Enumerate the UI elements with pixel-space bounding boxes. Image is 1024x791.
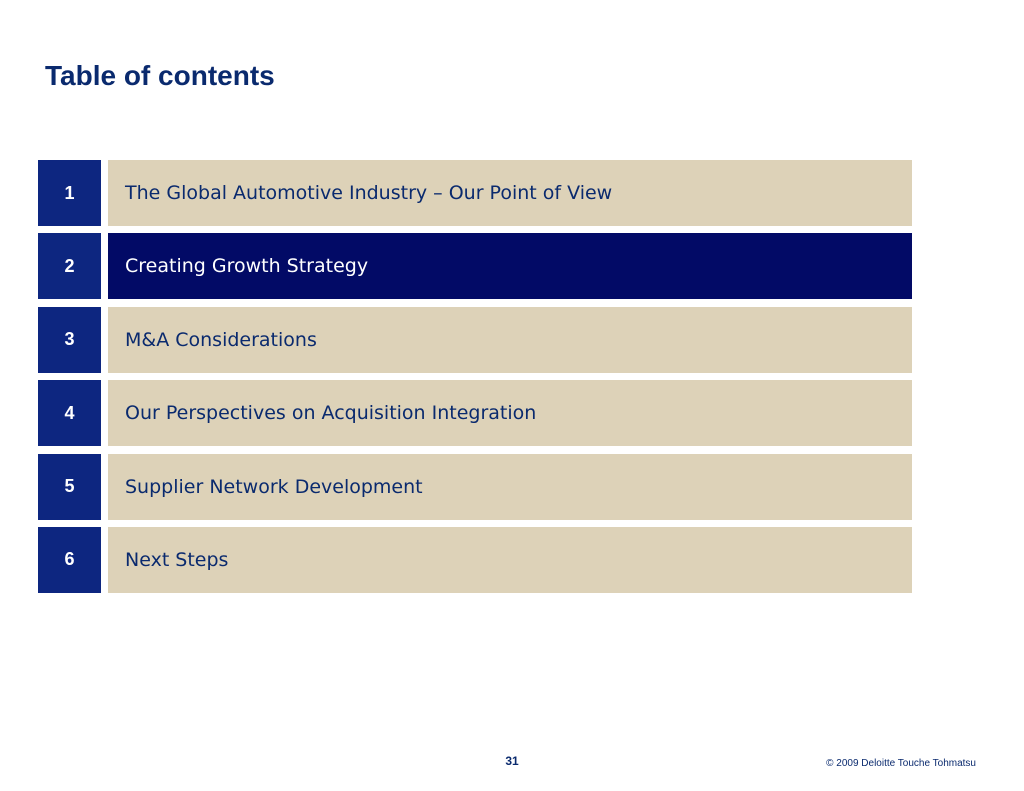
page-number: 31 xyxy=(505,754,519,768)
toc-item-5[interactable]: 5 Supplier Network Development xyxy=(38,453,912,520)
toc-item-2-active[interactable]: 2 Creating Growth Strategy xyxy=(38,233,912,300)
toc-label: Supplier Network Development xyxy=(108,453,912,520)
page-title: Table of contents xyxy=(45,60,275,91)
toc-label: Creating Growth Strategy xyxy=(108,233,912,300)
toc-item-4[interactable]: 4 Our Perspectives on Acquisition Integr… xyxy=(38,380,912,447)
toc-number: 5 xyxy=(38,453,101,520)
toc-label: Our Perspectives on Acquisition Integrat… xyxy=(108,380,912,447)
copyright-notice: © 2009 Deloitte Touche Tohmatsu xyxy=(826,758,976,769)
toc-label: Next Steps xyxy=(108,526,912,593)
toc-item-1[interactable]: 1 The Global Automotive Industry – Our P… xyxy=(38,160,912,226)
toc-number: 4 xyxy=(38,380,101,447)
toc-list: 1 The Global Automotive Industry – Our P… xyxy=(38,160,912,600)
toc-number: 2 xyxy=(38,233,101,300)
toc-item-3[interactable]: 3 M&A Considerations xyxy=(38,306,912,373)
toc-number: 1 xyxy=(38,160,101,226)
toc-label: M&A Considerations xyxy=(108,306,912,373)
toc-number: 6 xyxy=(38,526,101,593)
toc-item-6[interactable]: 6 Next Steps xyxy=(38,526,912,593)
toc-number: 3 xyxy=(38,306,101,373)
toc-label: The Global Automotive Industry – Our Poi… xyxy=(108,160,912,226)
